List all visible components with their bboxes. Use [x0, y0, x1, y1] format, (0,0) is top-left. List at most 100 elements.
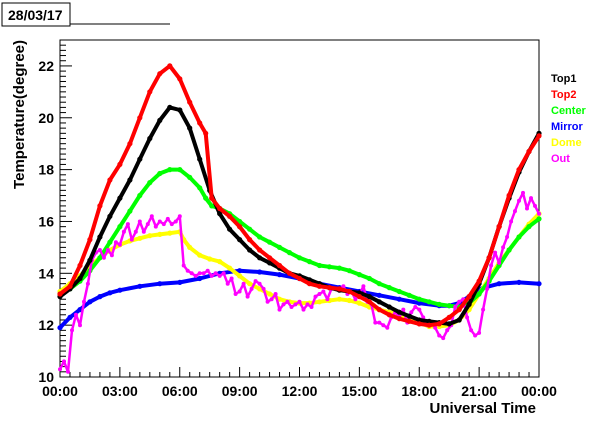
data-point	[441, 336, 446, 341]
data-point	[227, 213, 233, 219]
data-point	[477, 330, 482, 335]
y-tick-label: 14	[38, 265, 54, 281]
data-point	[107, 213, 113, 219]
data-point	[526, 148, 532, 155]
data-point	[203, 195, 209, 201]
data-point	[497, 260, 502, 265]
data-point	[373, 320, 378, 325]
data-point	[437, 333, 442, 338]
data-point	[366, 294, 372, 300]
data-point	[267, 239, 273, 245]
data-point	[189, 271, 194, 276]
data-point	[129, 237, 134, 242]
data-point	[356, 294, 362, 300]
data-point	[257, 286, 263, 292]
date-box-frame	[1, 2, 71, 27]
data-point	[227, 265, 233, 271]
data-point	[509, 219, 514, 224]
data-point	[157, 281, 163, 287]
data-point	[321, 289, 326, 294]
data-point	[426, 322, 432, 328]
series-layer	[57, 63, 542, 374]
data-point	[409, 310, 414, 315]
data-point	[381, 323, 386, 328]
data-point	[181, 263, 186, 268]
data-point	[517, 198, 521, 203]
data-point	[306, 281, 313, 287]
data-point	[385, 325, 390, 330]
data-point	[536, 281, 542, 287]
data-point	[396, 316, 402, 322]
data-point	[406, 292, 412, 298]
data-point	[209, 203, 215, 209]
data-point	[247, 237, 253, 243]
data-point	[506, 247, 512, 253]
x-tick-label: 09:00	[222, 383, 258, 399]
data-point	[296, 275, 303, 282]
data-point	[486, 255, 492, 261]
data-point	[377, 320, 382, 325]
data-point	[396, 309, 402, 315]
data-point	[193, 273, 198, 278]
data-point	[346, 297, 352, 304]
data-point	[536, 133, 542, 139]
data-point	[66, 369, 70, 374]
data-point	[366, 299, 372, 305]
data-point	[77, 262, 83, 269]
data-point	[346, 268, 352, 274]
data-point	[465, 315, 470, 320]
data-point	[121, 229, 126, 234]
x-axis-title: Universal Time	[430, 400, 536, 417]
data-point	[276, 262, 283, 269]
data-point	[469, 328, 474, 333]
data-point	[276, 272, 283, 278]
data-point	[417, 307, 422, 312]
data-point	[426, 299, 432, 305]
data-point	[456, 307, 462, 313]
data-point	[386, 312, 392, 318]
data-point	[521, 190, 525, 195]
data-point	[217, 205, 223, 212]
data-point	[161, 222, 166, 227]
x-tick-label: 18:00	[401, 383, 437, 399]
data-point	[336, 265, 342, 271]
data-point	[87, 257, 93, 263]
data-point	[241, 281, 246, 286]
data-point	[97, 255, 103, 261]
data-point	[281, 302, 286, 307]
y-tick-label: 12	[38, 317, 54, 333]
data-point	[167, 63, 173, 69]
data-point	[187, 244, 193, 250]
data-point	[247, 226, 253, 232]
data-point	[446, 314, 452, 320]
data-point	[237, 289, 242, 294]
data-point	[416, 300, 422, 306]
data-point	[117, 195, 123, 201]
data-point	[137, 283, 143, 289]
data-point	[62, 359, 66, 364]
data-point	[97, 234, 103, 240]
data-point	[197, 120, 203, 126]
data-point	[253, 279, 258, 284]
data-point	[445, 328, 450, 333]
data-point	[361, 284, 366, 289]
data-point	[433, 325, 438, 330]
data-point	[286, 250, 293, 256]
data-point	[147, 135, 153, 142]
data-point	[237, 224, 243, 230]
series-trace	[58, 191, 541, 374]
data-point	[209, 195, 215, 201]
data-point	[157, 117, 163, 123]
data-point	[501, 245, 506, 250]
legend-entry-top1: Top1	[551, 73, 576, 85]
data-point	[386, 285, 392, 291]
legend-entry-center: Center	[551, 105, 587, 117]
data-point	[197, 275, 203, 282]
data-point	[426, 318, 432, 324]
data-point	[167, 230, 173, 236]
data-point	[536, 216, 542, 222]
data-point	[87, 237, 93, 243]
data-point	[526, 224, 532, 230]
legend-entry-top2: Top2	[551, 89, 576, 101]
data-point	[147, 180, 153, 186]
